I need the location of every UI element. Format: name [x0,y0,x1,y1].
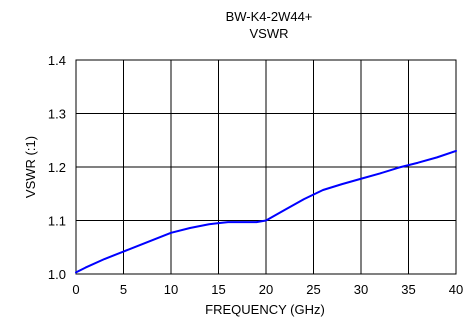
y-tick-label: 1.0 [48,267,66,282]
chart-title: BW-K4-2W44+ [226,9,313,24]
y-tick-labels: 1.0 1.1 1.2 1.3 1.4 [48,53,66,282]
vswr-series-line [75,149,457,274]
x-tick-label: 35 [401,282,415,297]
x-tick-label: 30 [354,282,368,297]
x-tick-label: 15 [211,282,225,297]
y-tick-label: 1.1 [48,214,66,229]
x-tick-label: 5 [120,282,127,297]
y-tick-label: 1.2 [48,160,66,175]
y-axis-label: VSWR (:1) [23,136,38,198]
chart-subtitle: VSWR [250,26,289,41]
x-tick-labels: 0 5 10 15 20 25 30 35 40 [72,282,463,297]
y-tick-label: 1.3 [48,107,66,122]
x-tick-label: 40 [449,282,463,297]
x-axis-label: FREQUENCY (GHz) [205,302,325,317]
x-tick-label: 25 [306,282,320,297]
x-tick-label: 0 [72,282,79,297]
x-tick-label: 10 [164,282,178,297]
x-tick-label: 20 [259,282,273,297]
y-tick-label: 1.4 [48,53,66,68]
plot-frame [75,59,457,275]
